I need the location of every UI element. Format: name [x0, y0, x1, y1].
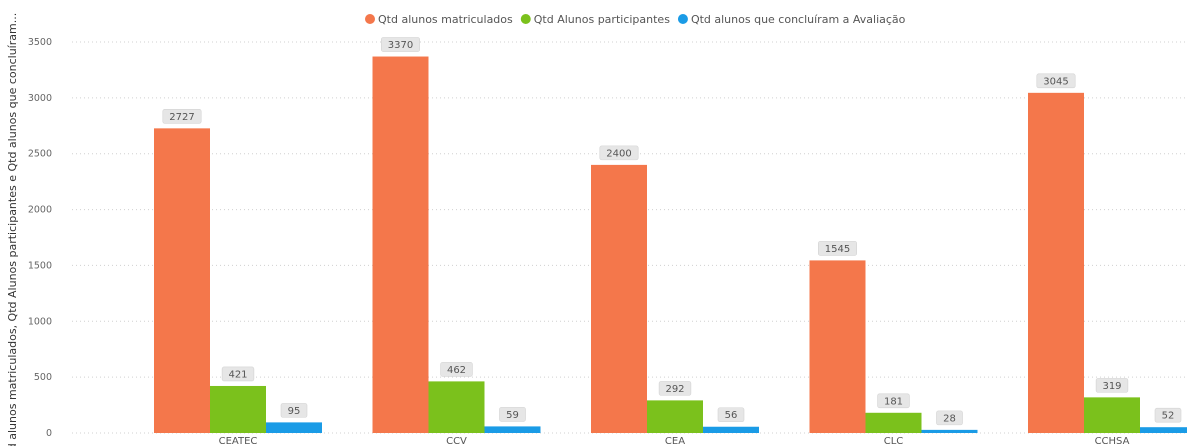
data-label: 3045 [1043, 76, 1068, 87]
y-tick-label: 2000 [28, 205, 52, 216]
y-tick-label: 500 [34, 372, 52, 383]
x-category-label: CCHSA [1095, 436, 1130, 446]
bar[interactable] [591, 164, 647, 433]
legend-entry[interactable]: Qtd alunos matriculados [378, 13, 513, 26]
bar[interactable] [210, 385, 266, 433]
data-label: 2727 [169, 112, 194, 123]
bar[interactable] [865, 412, 922, 433]
legend: Qtd alunos matriculados Qtd Alunos partic… [365, 13, 906, 26]
y-axis-ticks: 0 500 1000 1500 2000 2500 3000 3500 [28, 37, 52, 439]
y-tick-label: 3000 [28, 93, 52, 104]
bar[interactable] [1140, 427, 1187, 433]
data-label-box [221, 366, 255, 382]
y-tick-label: 1500 [28, 260, 52, 271]
bar[interactable] [484, 426, 541, 433]
data-label-box [599, 145, 639, 161]
data-label-box [162, 109, 202, 124]
data-label-box [817, 241, 857, 256]
y-tick-label: 2500 [28, 149, 52, 160]
bar[interactable] [428, 381, 485, 433]
data-label: 28 [943, 413, 956, 424]
bar[interactable] [266, 422, 322, 433]
data-label: 59 [506, 410, 519, 421]
bar[interactable] [921, 429, 978, 433]
x-category-label: CLC [884, 436, 904, 446]
data-label-box [440, 362, 473, 377]
x-category-label: CCV [446, 436, 467, 446]
data-label-box [717, 407, 745, 423]
x-category-label: CEATEC [219, 436, 258, 446]
data-label: 52 [1162, 411, 1175, 422]
data-label-box [936, 410, 963, 426]
data-label: 3370 [388, 40, 413, 51]
data-label-box [499, 407, 526, 422]
data-label-box [877, 393, 910, 409]
bar[interactable] [1028, 92, 1084, 433]
x-category-label: CEA [665, 436, 685, 446]
legend-marker-icon [520, 14, 531, 24]
legend-marker-icon [365, 14, 375, 24]
data-label: 95 [288, 406, 301, 417]
data-label: 292 [665, 384, 684, 395]
data-labels: 2727 421 95 3370 462 59 2400 292 56 1545 181 28 3045… [162, 37, 1182, 426]
data-label: 2400 [606, 148, 631, 159]
y-tick-label: 3500 [28, 37, 52, 48]
bar[interactable] [154, 128, 210, 433]
bars [154, 56, 1187, 433]
data-label-box [280, 403, 308, 418]
y-tick-label: 1000 [28, 316, 52, 327]
legend-entry[interactable]: Qtd Alunos participantes [534, 13, 670, 26]
data-label: 56 [725, 410, 738, 421]
y-axis-title: Qtd alunos matriculados, Qtd Alunos part… [6, 13, 19, 446]
data-label-box [1095, 378, 1129, 393]
data-label: 319 [1102, 381, 1121, 392]
data-label: 421 [228, 369, 247, 380]
data-label: 1545 [825, 244, 850, 255]
data-label-box [380, 37, 420, 52]
bar[interactable] [1084, 397, 1140, 433]
bar[interactable] [372, 56, 429, 433]
x-axis-categories: CEATEC CCV CEA CLC CCHSA [219, 436, 1130, 446]
data-label-box [658, 381, 692, 396]
bar[interactable] [647, 400, 703, 433]
data-label: 181 [884, 396, 903, 407]
legend-marker-icon [677, 14, 688, 24]
bar[interactable] [703, 426, 759, 433]
y-tick-label: 0 [46, 428, 52, 439]
data-label-box [1154, 407, 1182, 423]
data-label-box [1036, 73, 1076, 89]
legend-entry[interactable]: Qtd alunos que concluíram a Avaliação [691, 13, 906, 26]
data-label: 462 [447, 365, 466, 376]
bar[interactable] [809, 260, 866, 433]
